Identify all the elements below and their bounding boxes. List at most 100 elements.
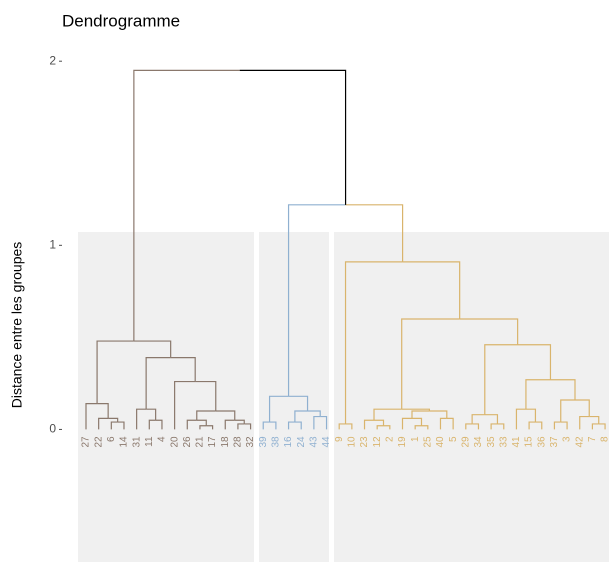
leaf-label: 32	[245, 436, 256, 448]
leaf-label: 8	[600, 436, 609, 442]
dendrogram-link	[528, 421, 536, 430]
dendrogram-link	[136, 408, 147, 430]
leaf-label: 9	[334, 436, 345, 442]
leaf-label: 34	[473, 436, 484, 448]
dendrogram-link	[525, 379, 551, 410]
dendrogram-link	[320, 415, 328, 430]
leaf-label: 6	[106, 436, 117, 442]
dendrogram-link	[344, 261, 403, 424]
dendrogram-link	[363, 419, 375, 430]
dendrogram-link	[525, 408, 537, 423]
dendrogram-link	[459, 318, 519, 345]
dendrogram-link	[96, 340, 134, 404]
dendrogram-link	[206, 425, 214, 430]
dendrogram-link	[376, 425, 384, 430]
dendrogram-link	[591, 423, 599, 430]
dendrogram-link	[170, 357, 196, 382]
leaf-label: 7	[587, 436, 598, 442]
leaf-label: 14	[119, 436, 130, 448]
leaf-label: 33	[498, 436, 509, 448]
dendrogram-link	[239, 69, 347, 205]
cluster-panel	[334, 232, 609, 562]
dendrogram-link	[446, 417, 454, 430]
dendrogram-link	[288, 395, 309, 412]
dendrogram-link	[85, 403, 98, 430]
dendrogram-link	[195, 380, 217, 412]
leaf-label: 4	[157, 436, 168, 442]
dendrogram-link	[402, 261, 461, 319]
leaf-label: 27	[81, 436, 92, 448]
dendrogram-link	[155, 419, 163, 430]
leaf-label: 2	[384, 436, 395, 442]
dendrogram-link	[345, 423, 353, 430]
leaf-label: 38	[271, 436, 282, 448]
dendrogram-link	[411, 410, 430, 419]
dendrogram-link	[560, 421, 568, 430]
dendrogram-link	[421, 425, 429, 430]
cluster-panel	[259, 232, 329, 562]
dendrogram-link	[186, 419, 197, 430]
leaf-label: 44	[321, 436, 332, 448]
y-tick-label: 1	[49, 237, 56, 251]
dendrogram-link	[589, 415, 600, 424]
dendrogram-link	[490, 423, 498, 430]
dendrogram-link	[133, 340, 172, 358]
dendrogram-link	[517, 344, 552, 380]
leaf-label: 17	[207, 436, 218, 448]
leaf-label: 12	[372, 436, 383, 448]
dendrogram-link	[146, 408, 157, 421]
dendrogram-link	[234, 419, 245, 424]
leaf-label: 40	[435, 436, 446, 448]
dendrogram-link	[244, 423, 252, 430]
y-axis-label: Distance entre les groupes	[9, 242, 25, 409]
leaf-label: 36	[536, 436, 547, 448]
dendrogram-link	[215, 410, 236, 421]
dendrogram-link	[148, 419, 156, 430]
leaf-label: 18	[220, 436, 231, 448]
dendrogram-link	[268, 395, 289, 423]
dendrogram-link	[414, 425, 422, 430]
chart-title: Dendrogramme	[62, 11, 180, 30]
dendrogram-link	[262, 421, 270, 430]
dendrogram-link	[535, 421, 543, 430]
dendrogram-link	[98, 417, 109, 430]
dendrogram-link	[345, 204, 404, 262]
dendrogram-link	[269, 421, 277, 430]
dendrogram-link	[471, 414, 485, 424]
dendrogram-link	[110, 421, 118, 430]
leaf-label: 43	[309, 436, 320, 448]
leaf-label: 15	[524, 436, 535, 448]
leaf-label: 23	[359, 436, 370, 448]
leaf-label: 10	[347, 436, 358, 448]
leaf-label: 26	[182, 436, 193, 448]
y-tick-label: 0	[49, 422, 56, 436]
dendrogram-link	[439, 417, 447, 430]
leaf-label: 19	[397, 436, 408, 448]
dendrogram-link	[287, 421, 295, 430]
dendrogram-link	[411, 417, 423, 426]
dendrogram-link	[294, 410, 308, 423]
leaf-label: 16	[283, 436, 294, 448]
dendrogram-link	[287, 204, 346, 397]
dendrogram-link	[550, 379, 576, 400]
dendrogram-link	[196, 410, 216, 421]
leaf-label: 31	[131, 436, 142, 448]
dendrogram-link	[108, 417, 119, 423]
dendrogram-link	[307, 410, 321, 417]
leaf-label: 35	[486, 436, 497, 448]
dendrogram-link	[145, 357, 171, 410]
dendrogram-link	[472, 423, 480, 430]
dendrogram-link	[579, 415, 590, 430]
dendrogram-link	[199, 425, 207, 430]
dendrogram-link	[484, 344, 518, 415]
dendrogram-link	[196, 419, 207, 426]
leaf-label: 5	[448, 436, 459, 442]
cluster-panel	[78, 232, 254, 562]
dendrogram-link	[515, 408, 526, 430]
dendrogram-link	[560, 399, 575, 423]
leaf-label: 25	[422, 436, 433, 448]
y-tick-label: 2	[49, 53, 56, 67]
dendrogram-link	[313, 415, 321, 430]
leaf-label: 11	[144, 436, 155, 447]
